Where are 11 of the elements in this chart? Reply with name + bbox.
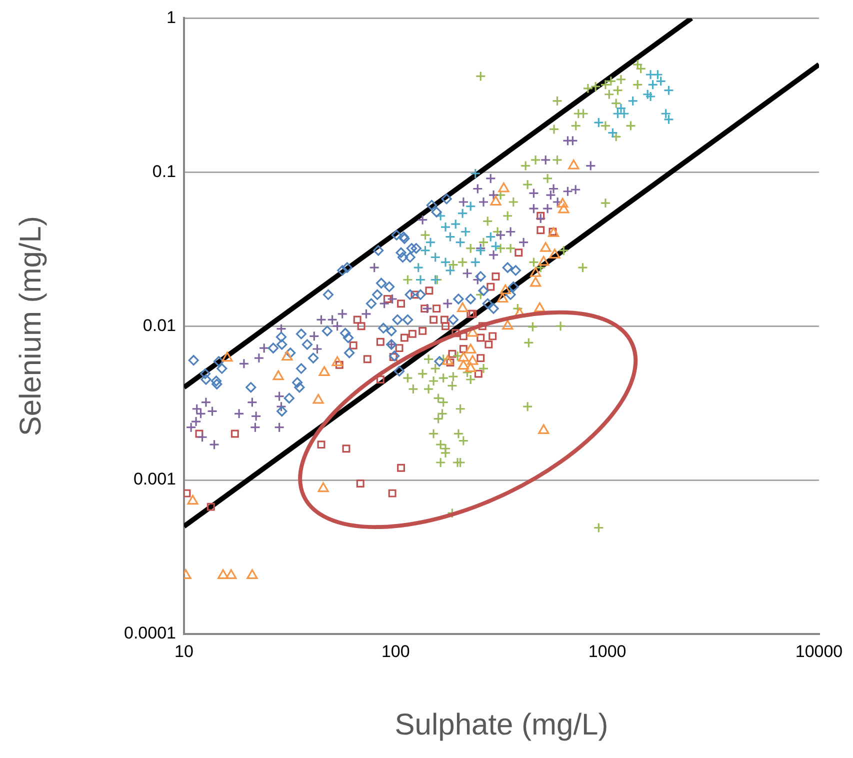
y-tick-label: 0.1 <box>152 162 176 181</box>
y-axis-title: Selenium (mg/L) <box>14 216 48 436</box>
x-axis-title: Sulphate (mg/L) <box>394 708 608 742</box>
x-tick-label: 10 <box>174 642 194 661</box>
x-tick-label: 100 <box>381 642 410 661</box>
y-tick-label: 0.001 <box>133 470 176 489</box>
y-tick-label: 0.01 <box>142 316 176 335</box>
y-tick-label: 1 <box>166 8 176 27</box>
x-tick-label: 10000 <box>795 642 843 661</box>
x-tick-label: 1000 <box>588 642 626 661</box>
y-tick-label: 0.0001 <box>124 624 176 643</box>
